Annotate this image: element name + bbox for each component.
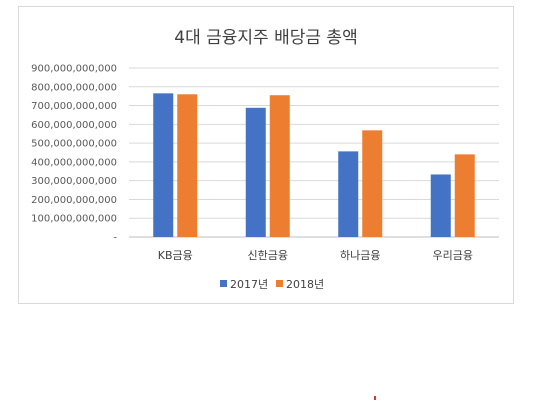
bar-2017-0 [153, 93, 174, 237]
bar-2018-2 [362, 130, 383, 237]
y-tick-label: 700,000,000,000 [31, 101, 117, 112]
bar-2018-0 [177, 94, 198, 238]
bar-2017-3 [430, 174, 451, 237]
legend-swatch [220, 280, 227, 287]
legend-swatch [276, 280, 283, 287]
bar-2017-1 [245, 107, 266, 237]
legend-label: 2017년 [230, 278, 268, 291]
legend-label: 2018년 [286, 278, 324, 291]
y-tick-label: 400,000,000,000 [31, 157, 117, 168]
chart-area: 4대 금융지주 배당금 총액 - 100,000,000,000 200,000,0… [18, 6, 514, 304]
y-tick-label: - [113, 233, 117, 244]
y-tick-label: 900,000,000,000 [31, 64, 117, 75]
bar-2018-1 [269, 95, 290, 237]
y-tick-label: 100,000,000,000 [31, 214, 117, 225]
y-tick-label: 200,000,000,000 [31, 195, 117, 206]
y-tick-label: 500,000,000,000 [31, 139, 117, 150]
category-label: 하나금융 [340, 248, 380, 262]
bar-2017-2 [338, 151, 359, 237]
category-label: KB금융 [158, 249, 193, 262]
y-tick-label: 300,000,000,000 [31, 176, 117, 187]
bar-2018-3 [454, 154, 475, 237]
y-tick-label: 600,000,000,000 [31, 120, 117, 131]
chart-title: 4대 금융지주 배당금 총액 [174, 28, 358, 48]
cursor-mark [374, 396, 376, 400]
chart-plot: - 100,000,000,000 200,000,000,000 300,000,0… [31, 64, 499, 291]
category-label: 신한금융 [248, 249, 288, 262]
category-label: 우리금융 [433, 249, 473, 262]
y-tick-label: 800,000,000,000 [31, 82, 117, 93]
